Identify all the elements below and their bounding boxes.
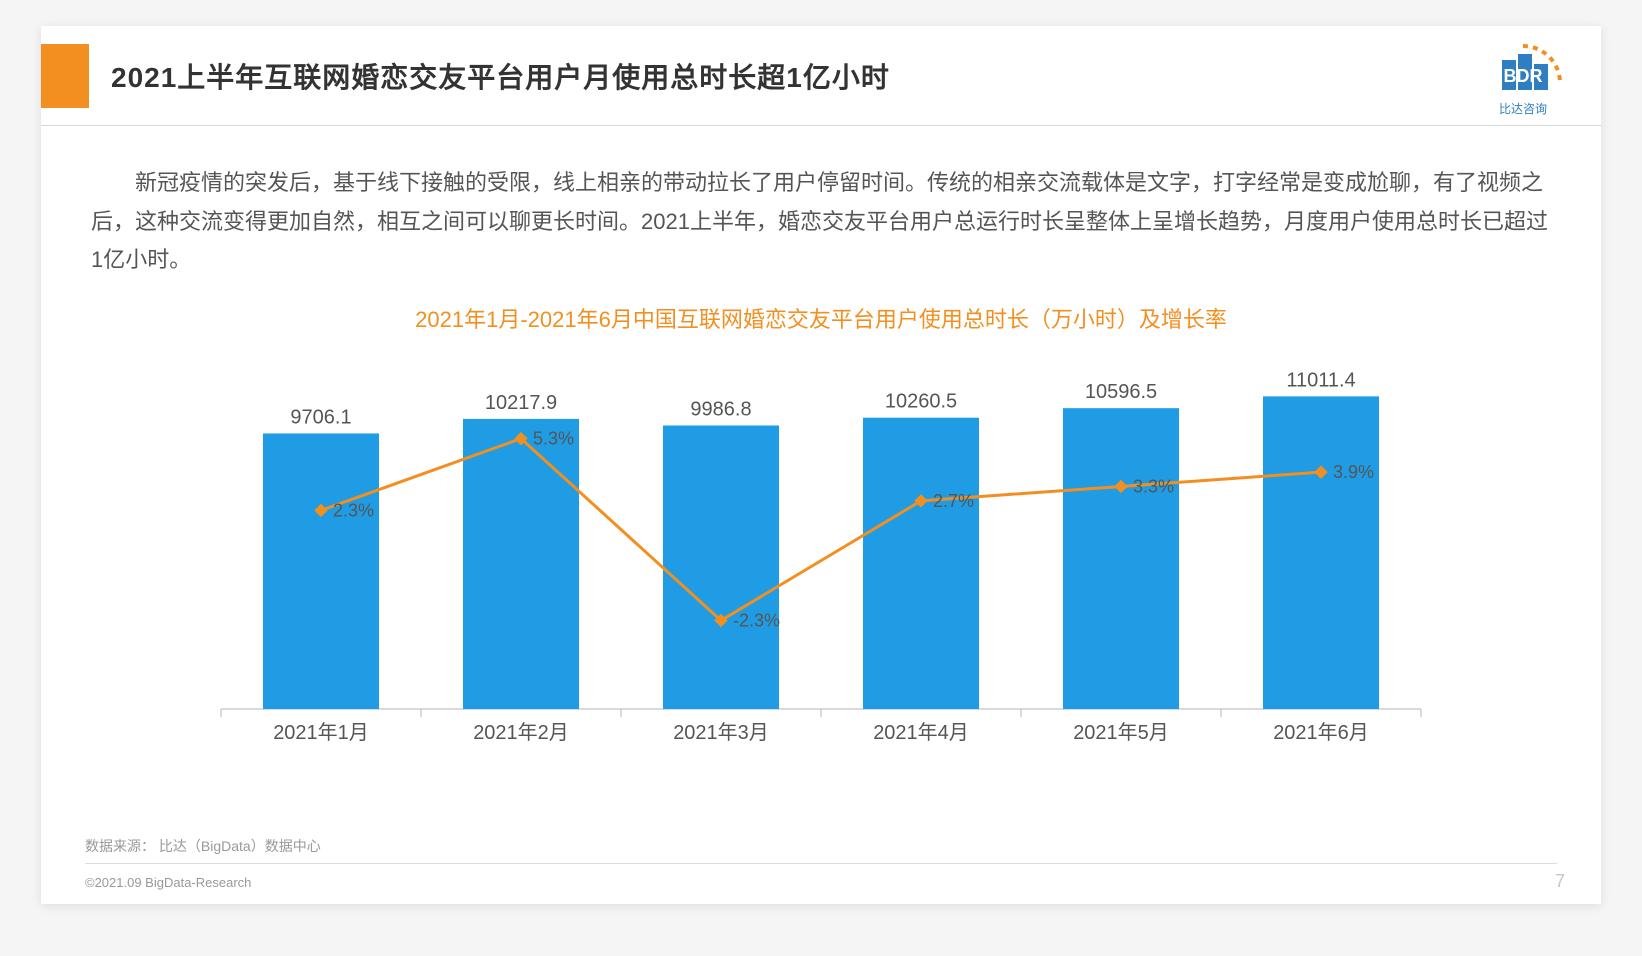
bar xyxy=(1263,396,1379,709)
growth-label: 5.3% xyxy=(533,428,574,448)
header-accent-block xyxy=(41,44,89,108)
bar-value-label: 10217.9 xyxy=(485,391,557,413)
page-title: 2021上半年互联网婚恋交友平台用户月使用总时长超1亿小时 xyxy=(111,56,890,96)
growth-label: -2.3% xyxy=(733,610,780,630)
category-label: 2021年2月 xyxy=(473,721,569,744)
page-number: 7 xyxy=(1555,871,1565,892)
category-label: 2021年3月 xyxy=(673,721,769,744)
bar-value-label: 9706.1 xyxy=(290,406,351,428)
category-label: 2021年1月 xyxy=(273,721,369,744)
body-paragraph: 新冠疫情的突发后，基于线下接触的受限，线上相亲的带动拉长了用户停留时间。传统的相… xyxy=(41,126,1601,280)
bar xyxy=(863,417,979,708)
bar xyxy=(1063,408,1179,709)
bar-value-label: 10596.5 xyxy=(1085,381,1157,403)
bar-value-label: 11011.4 xyxy=(1286,369,1355,391)
copyright: ©2021.09 BigData-Research xyxy=(85,875,251,890)
growth-label: 2.7% xyxy=(933,490,974,510)
growth-label: 2.3% xyxy=(333,500,374,520)
bar xyxy=(663,425,779,709)
growth-label: 3.3% xyxy=(1133,476,1174,496)
bar-value-label: 9986.8 xyxy=(690,398,751,420)
footer-divider xyxy=(85,863,1557,864)
slide: 2021上半年互联网婚恋交友平台用户月使用总时长超1亿小时 BDR 比达咨询 新… xyxy=(41,26,1601,904)
bar xyxy=(463,418,579,708)
header: 2021上半年互联网婚恋交友平台用户月使用总时长超1亿小时 BDR 比达咨询 xyxy=(41,26,1601,126)
chart-svg: 9706.1 2021年1月 10217.9 2021年2月 9986.8 2021年3月… xyxy=(181,344,1461,764)
logo-subtext: 比达咨询 xyxy=(1473,100,1573,117)
chart-title: 2021年1月-2021年6月中国互联网婚恋交友平台用户使用总时长（万小时）及增… xyxy=(41,302,1601,334)
bdr-logo-icon: BDR xyxy=(1480,40,1566,98)
logo: BDR 比达咨询 xyxy=(1473,40,1573,120)
data-source: 数据来源： 比达（BigData）数据中心 xyxy=(85,836,321,856)
category-label: 2021年4月 xyxy=(873,721,969,744)
growth-label: 3.9% xyxy=(1333,462,1374,482)
category-label: 2021年5月 xyxy=(1073,721,1169,744)
bar xyxy=(263,433,379,709)
logo-text-main: BDR xyxy=(1504,66,1543,86)
bar-value-label: 10260.5 xyxy=(885,390,957,412)
category-label: 2021年6月 xyxy=(1273,721,1369,744)
combo-chart: 9706.1 2021年1月 10217.9 2021年2月 9986.8 2021年3月… xyxy=(181,344,1461,764)
